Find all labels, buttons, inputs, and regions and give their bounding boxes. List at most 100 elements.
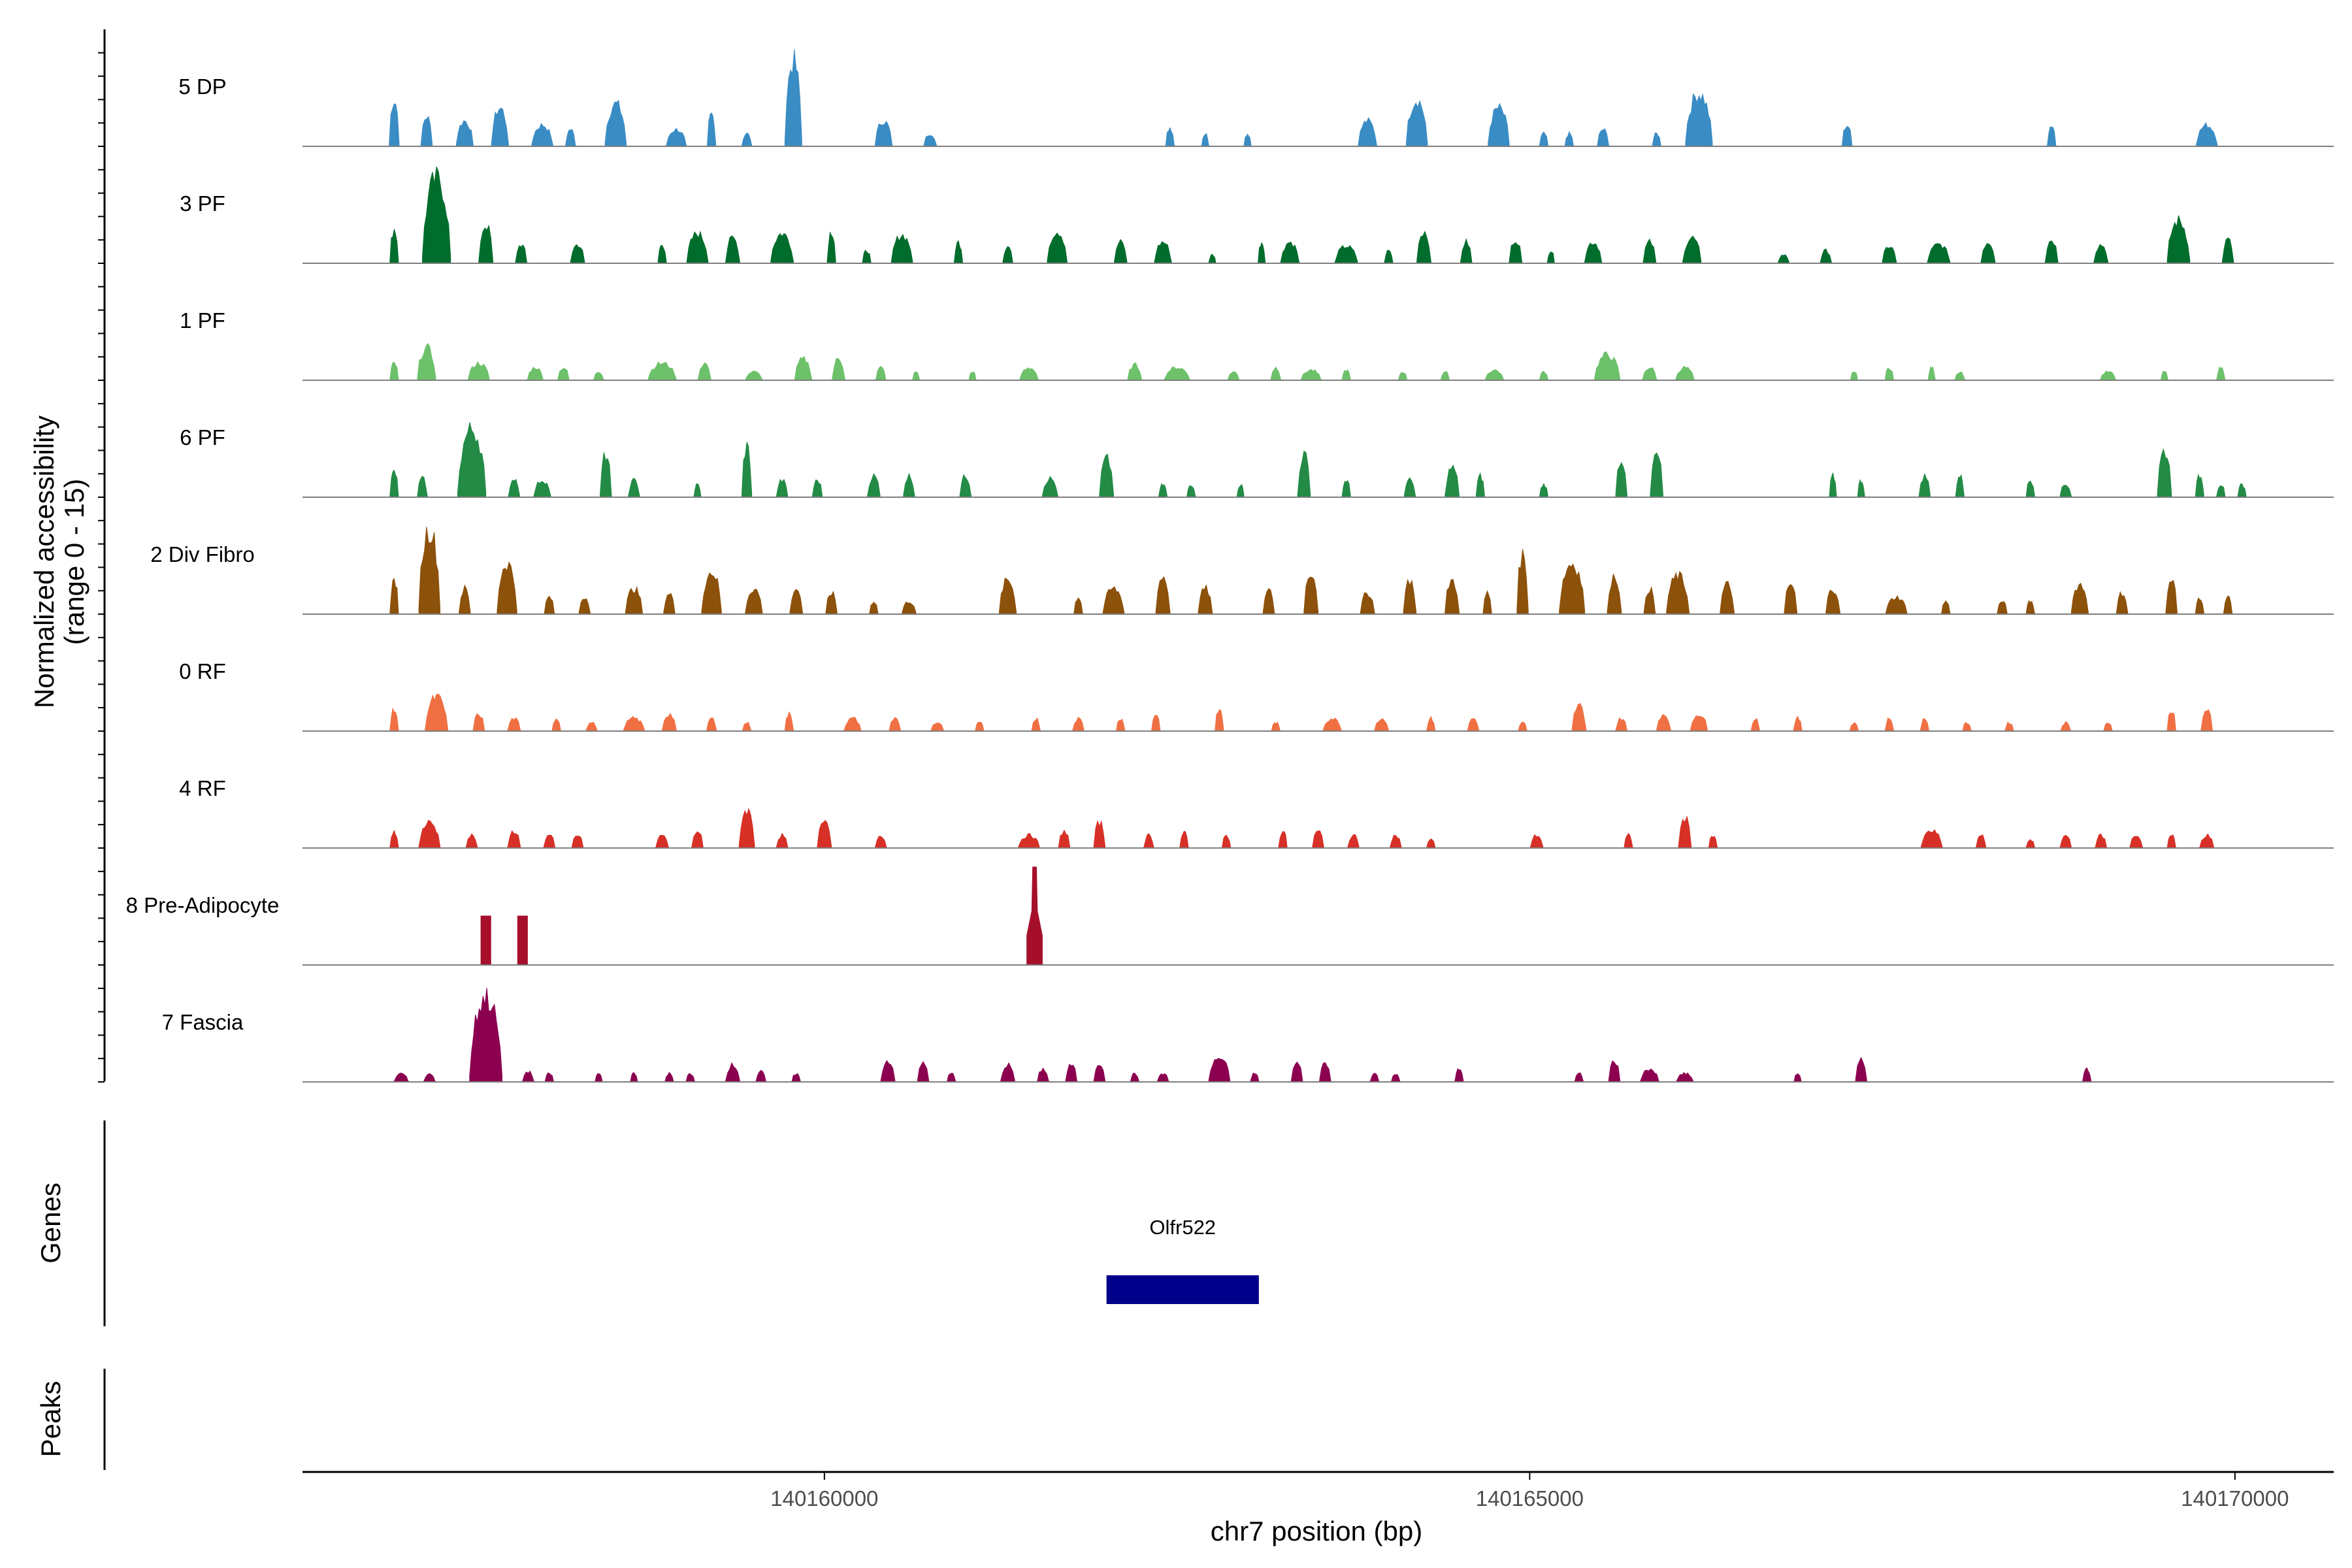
coverage-peak	[1026, 866, 1043, 966]
coverage-peak	[459, 584, 471, 615]
coverage-peak	[1608, 1060, 1621, 1083]
coverage-peak	[1301, 368, 1322, 381]
x-axis-title: chr7 position (bp)	[1211, 1516, 1423, 1546]
x-tick-label: 140170000	[2181, 1486, 2289, 1511]
coverage-peak	[1488, 103, 1510, 147]
coverage-peak	[1164, 367, 1190, 381]
track-label: 0 RF	[179, 659, 226, 683]
coverage-peak	[1047, 232, 1068, 264]
coverage-tracks: 5 DP 3 PF 1 PF 6 PF 2 Div Fibro 0 RF 4 RF 8 Pre…	[126, 49, 2334, 1083]
coverage-peak	[1594, 351, 1621, 381]
coverage-peak	[1484, 369, 1504, 381]
gene-annotations: Olfr522	[1106, 1216, 1259, 1304]
track-4-rf: 4 RF	[179, 776, 2334, 849]
coverage-peak	[2166, 712, 2176, 732]
coverage-peak	[1445, 579, 1460, 615]
x-tick-label: 140160000	[770, 1486, 878, 1511]
coverage-peak	[2157, 448, 2172, 498]
coverage-peak	[389, 578, 399, 615]
coverage-peak	[1297, 450, 1311, 498]
track-label: 6 PF	[180, 425, 225, 449]
coverage-peak	[1018, 833, 1040, 849]
track-5-dp: 5 DP	[178, 49, 2334, 147]
coverage-peak	[1685, 93, 1713, 147]
coverage-peak	[1114, 238, 1128, 264]
coverage-peak	[817, 819, 832, 849]
coverage-peak	[1643, 586, 1656, 615]
coverage-peak	[1829, 472, 1837, 498]
coverage-peak	[2221, 237, 2234, 264]
coverage-peak	[389, 103, 400, 147]
coverage-peak	[2070, 582, 2089, 615]
coverage-peak	[1650, 452, 1663, 498]
coverage-peak	[1215, 710, 1224, 732]
coverage-peak	[1102, 586, 1125, 615]
coverage-peak	[1516, 549, 1529, 615]
coverage-peak	[1258, 242, 1266, 264]
coverage-peak	[1675, 365, 1695, 381]
coverage-peak	[1093, 820, 1105, 849]
coverage-peak	[1460, 238, 1473, 264]
coverage-peak	[999, 578, 1017, 615]
coverage-peak	[1208, 1058, 1231, 1083]
coverage-peak	[389, 469, 399, 498]
coverage-peak	[1559, 563, 1586, 615]
coverage-peak	[880, 1060, 896, 1083]
coverage-peak	[1019, 367, 1039, 381]
coverage-peak	[2116, 591, 2129, 615]
track-label: 1 PF	[180, 308, 225, 333]
coverage-peak	[417, 342, 436, 381]
coverage-peak	[745, 589, 763, 615]
coverage-peak	[1445, 464, 1460, 498]
coverage-peak	[1920, 829, 1943, 849]
coverage-peak	[425, 693, 448, 732]
coverage-peak	[794, 355, 812, 381]
coverage-peak	[420, 116, 433, 147]
coverage-peak	[1980, 243, 1996, 264]
coverage-peak	[1690, 715, 1708, 732]
track-label: 8 Pre-Adipocyte	[126, 893, 280, 917]
coverage-peak	[1280, 241, 1299, 264]
track-1-pf: 1 PF	[180, 308, 2334, 381]
coverage-peak	[1842, 125, 1853, 147]
coverage-peak	[1584, 242, 1602, 264]
coverage-peak	[491, 107, 509, 147]
coverage-peak	[478, 224, 493, 264]
coverage-peak	[867, 473, 881, 498]
coverage-peak	[1360, 592, 1375, 615]
track-0-rf: 0 RF	[179, 659, 2334, 732]
coverage-peak	[531, 122, 553, 147]
coverage-peak	[1656, 713, 1671, 732]
coverage-peak	[1155, 576, 1171, 615]
coverage-peak	[389, 229, 399, 264]
coverage-peak	[770, 233, 794, 264]
coverage-y-ticks	[98, 52, 105, 1083]
coverage-peak	[1678, 815, 1692, 849]
x-tick-label: 140165000	[1476, 1486, 1584, 1511]
coverage-peak	[1198, 584, 1213, 615]
coverage-peak	[959, 474, 972, 498]
coverage-peak	[517, 915, 528, 966]
track-label: 4 RF	[179, 776, 226, 800]
coverage-peak	[418, 819, 441, 849]
track-3-pf: 3 PF	[180, 167, 2334, 264]
coverage-peak	[1475, 472, 1485, 498]
coverage-peak	[742, 442, 753, 498]
genes-panel-title: Genes	[35, 1183, 66, 1264]
coverage-peak	[389, 707, 399, 732]
track-7-fascia: 7 Fascia	[162, 988, 2334, 1083]
coverage-peak	[875, 120, 892, 147]
coverage-peak	[1041, 476, 1058, 498]
coverage-peak	[1682, 235, 1702, 264]
coverage-peak	[1825, 590, 1840, 615]
coverage-peak	[2200, 709, 2213, 732]
coverage-peak	[604, 99, 627, 147]
coverage-peak	[707, 112, 717, 147]
gene-body	[1106, 1275, 1259, 1304]
coverage-peak	[1955, 474, 1965, 498]
coverage-peak	[2166, 215, 2191, 264]
track-2-div-fibro: 2 Div Fibro	[150, 527, 2334, 615]
coverage-peak	[2044, 240, 2059, 264]
coverage-peak	[527, 367, 544, 381]
